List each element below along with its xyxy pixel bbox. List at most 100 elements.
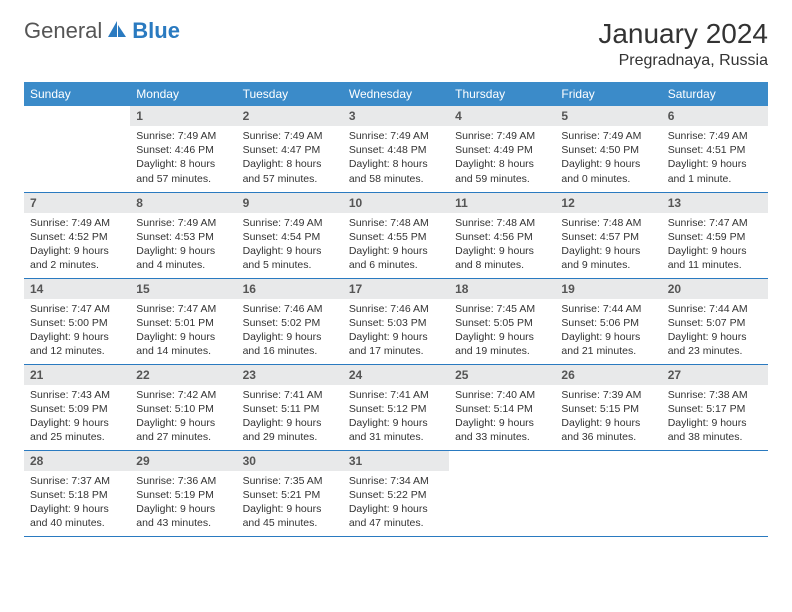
sunset-text: Sunset: 4:47 PM — [243, 143, 337, 157]
sunrise-text: Sunrise: 7:34 AM — [349, 474, 443, 488]
calendar-day-cell: 8Sunrise: 7:49 AMSunset: 4:53 PMDaylight… — [130, 192, 236, 278]
sunrise-text: Sunrise: 7:49 AM — [30, 216, 124, 230]
sunset-text: Sunset: 4:48 PM — [349, 143, 443, 157]
sunrise-text: Sunrise: 7:39 AM — [561, 388, 655, 402]
sunset-text: Sunset: 4:56 PM — [455, 230, 549, 244]
calendar-day-cell: 20Sunrise: 7:44 AMSunset: 5:07 PMDayligh… — [662, 278, 768, 364]
day-number: 30 — [237, 451, 343, 471]
daylight-text: Daylight: 9 hours and 16 minutes. — [243, 330, 337, 358]
calendar-week-row: 21Sunrise: 7:43 AMSunset: 5:09 PMDayligh… — [24, 364, 768, 450]
logo-sail-icon — [106, 19, 128, 44]
calendar-day-cell: 16Sunrise: 7:46 AMSunset: 5:02 PMDayligh… — [237, 278, 343, 364]
day-details: Sunrise: 7:40 AMSunset: 5:14 PMDaylight:… — [449, 385, 555, 450]
day-number: 13 — [662, 193, 768, 213]
day-details: Sunrise: 7:48 AMSunset: 4:56 PMDaylight:… — [449, 213, 555, 278]
day-number: 18 — [449, 279, 555, 299]
day-header: Tuesday — [237, 82, 343, 106]
sunrise-text: Sunrise: 7:44 AM — [561, 302, 655, 316]
sunrise-text: Sunrise: 7:48 AM — [561, 216, 655, 230]
day-details: Sunrise: 7:39 AMSunset: 5:15 PMDaylight:… — [555, 385, 661, 450]
day-header-row: Sunday Monday Tuesday Wednesday Thursday… — [24, 82, 768, 106]
logo-text-blue: Blue — [132, 18, 180, 44]
daylight-text: Daylight: 9 hours and 25 minutes. — [30, 416, 124, 444]
day-details: Sunrise: 7:42 AMSunset: 5:10 PMDaylight:… — [130, 385, 236, 450]
sunrise-text: Sunrise: 7:47 AM — [136, 302, 230, 316]
sunset-text: Sunset: 5:12 PM — [349, 402, 443, 416]
day-number: 24 — [343, 365, 449, 385]
day-number: 31 — [343, 451, 449, 471]
day-number: 22 — [130, 365, 236, 385]
sunset-text: Sunset: 4:50 PM — [561, 143, 655, 157]
day-number: 17 — [343, 279, 449, 299]
daylight-text: Daylight: 9 hours and 11 minutes. — [668, 244, 762, 272]
day-number: 20 — [662, 279, 768, 299]
day-details: Sunrise: 7:49 AMSunset: 4:52 PMDaylight:… — [24, 213, 130, 278]
sunset-text: Sunset: 5:19 PM — [136, 488, 230, 502]
day-number: 21 — [24, 365, 130, 385]
sunrise-text: Sunrise: 7:49 AM — [349, 129, 443, 143]
calendar-day-cell — [449, 450, 555, 536]
day-details: Sunrise: 7:35 AMSunset: 5:21 PMDaylight:… — [237, 471, 343, 536]
sunrise-text: Sunrise: 7:44 AM — [668, 302, 762, 316]
day-number: 14 — [24, 279, 130, 299]
sunrise-text: Sunrise: 7:43 AM — [30, 388, 124, 402]
daylight-text: Daylight: 9 hours and 33 minutes. — [455, 416, 549, 444]
calendar-day-cell: 6Sunrise: 7:49 AMSunset: 4:51 PMDaylight… — [662, 106, 768, 192]
sunset-text: Sunset: 5:10 PM — [136, 402, 230, 416]
month-title: January 2024 — [598, 18, 768, 50]
sunset-text: Sunset: 4:57 PM — [561, 230, 655, 244]
calendar-day-cell: 21Sunrise: 7:43 AMSunset: 5:09 PMDayligh… — [24, 364, 130, 450]
daylight-text: Daylight: 9 hours and 2 minutes. — [30, 244, 124, 272]
calendar-day-cell: 26Sunrise: 7:39 AMSunset: 5:15 PMDayligh… — [555, 364, 661, 450]
day-number: 2 — [237, 106, 343, 126]
day-number: 27 — [662, 365, 768, 385]
daylight-text: Daylight: 9 hours and 36 minutes. — [561, 416, 655, 444]
day-details: Sunrise: 7:43 AMSunset: 5:09 PMDaylight:… — [24, 385, 130, 450]
day-details: Sunrise: 7:37 AMSunset: 5:18 PMDaylight:… — [24, 471, 130, 536]
calendar-day-cell: 22Sunrise: 7:42 AMSunset: 5:10 PMDayligh… — [130, 364, 236, 450]
calendar-day-cell: 19Sunrise: 7:44 AMSunset: 5:06 PMDayligh… — [555, 278, 661, 364]
calendar-day-cell: 27Sunrise: 7:38 AMSunset: 5:17 PMDayligh… — [662, 364, 768, 450]
day-number: 9 — [237, 193, 343, 213]
calendar-day-cell: 13Sunrise: 7:47 AMSunset: 4:59 PMDayligh… — [662, 192, 768, 278]
day-details: Sunrise: 7:34 AMSunset: 5:22 PMDaylight:… — [343, 471, 449, 536]
calendar-day-cell: 31Sunrise: 7:34 AMSunset: 5:22 PMDayligh… — [343, 450, 449, 536]
day-details: Sunrise: 7:47 AMSunset: 4:59 PMDaylight:… — [662, 213, 768, 278]
calendar-day-cell: 3Sunrise: 7:49 AMSunset: 4:48 PMDaylight… — [343, 106, 449, 192]
calendar-day-cell: 4Sunrise: 7:49 AMSunset: 4:49 PMDaylight… — [449, 106, 555, 192]
sunrise-text: Sunrise: 7:46 AM — [349, 302, 443, 316]
day-header: Monday — [130, 82, 236, 106]
sunset-text: Sunset: 5:03 PM — [349, 316, 443, 330]
day-details: Sunrise: 7:49 AMSunset: 4:48 PMDaylight:… — [343, 126, 449, 191]
calendar-body: 1Sunrise: 7:49 AMSunset: 4:46 PMDaylight… — [24, 106, 768, 536]
daylight-text: Daylight: 8 hours and 58 minutes. — [349, 157, 443, 185]
calendar-day-cell: 1Sunrise: 7:49 AMSunset: 4:46 PMDaylight… — [130, 106, 236, 192]
sunset-text: Sunset: 5:06 PM — [561, 316, 655, 330]
daylight-text: Daylight: 9 hours and 19 minutes. — [455, 330, 549, 358]
day-details: Sunrise: 7:49 AMSunset: 4:51 PMDaylight:… — [662, 126, 768, 191]
sunset-text: Sunset: 4:46 PM — [136, 143, 230, 157]
logo-text-general: General — [24, 18, 102, 44]
daylight-text: Daylight: 9 hours and 0 minutes. — [561, 157, 655, 185]
sunrise-text: Sunrise: 7:41 AM — [349, 388, 443, 402]
sunrise-text: Sunrise: 7:49 AM — [668, 129, 762, 143]
sunset-text: Sunset: 4:59 PM — [668, 230, 762, 244]
daylight-text: Daylight: 9 hours and 8 minutes. — [455, 244, 549, 272]
location: Pregradnaya, Russia — [598, 52, 768, 70]
day-number: 3 — [343, 106, 449, 126]
daylight-text: Daylight: 9 hours and 38 minutes. — [668, 416, 762, 444]
calendar-day-cell: 23Sunrise: 7:41 AMSunset: 5:11 PMDayligh… — [237, 364, 343, 450]
logo: General Blue — [24, 18, 180, 44]
day-details: Sunrise: 7:45 AMSunset: 5:05 PMDaylight:… — [449, 299, 555, 364]
daylight-text: Daylight: 8 hours and 57 minutes. — [243, 157, 337, 185]
calendar-day-cell: 14Sunrise: 7:47 AMSunset: 5:00 PMDayligh… — [24, 278, 130, 364]
day-details: Sunrise: 7:48 AMSunset: 4:55 PMDaylight:… — [343, 213, 449, 278]
day-details: Sunrise: 7:49 AMSunset: 4:54 PMDaylight:… — [237, 213, 343, 278]
sunset-text: Sunset: 5:02 PM — [243, 316, 337, 330]
day-details: Sunrise: 7:47 AMSunset: 5:01 PMDaylight:… — [130, 299, 236, 364]
sunset-text: Sunset: 5:09 PM — [30, 402, 124, 416]
daylight-text: Daylight: 9 hours and 43 minutes. — [136, 502, 230, 530]
sunrise-text: Sunrise: 7:46 AM — [243, 302, 337, 316]
day-number: 28 — [24, 451, 130, 471]
sunrise-text: Sunrise: 7:47 AM — [668, 216, 762, 230]
